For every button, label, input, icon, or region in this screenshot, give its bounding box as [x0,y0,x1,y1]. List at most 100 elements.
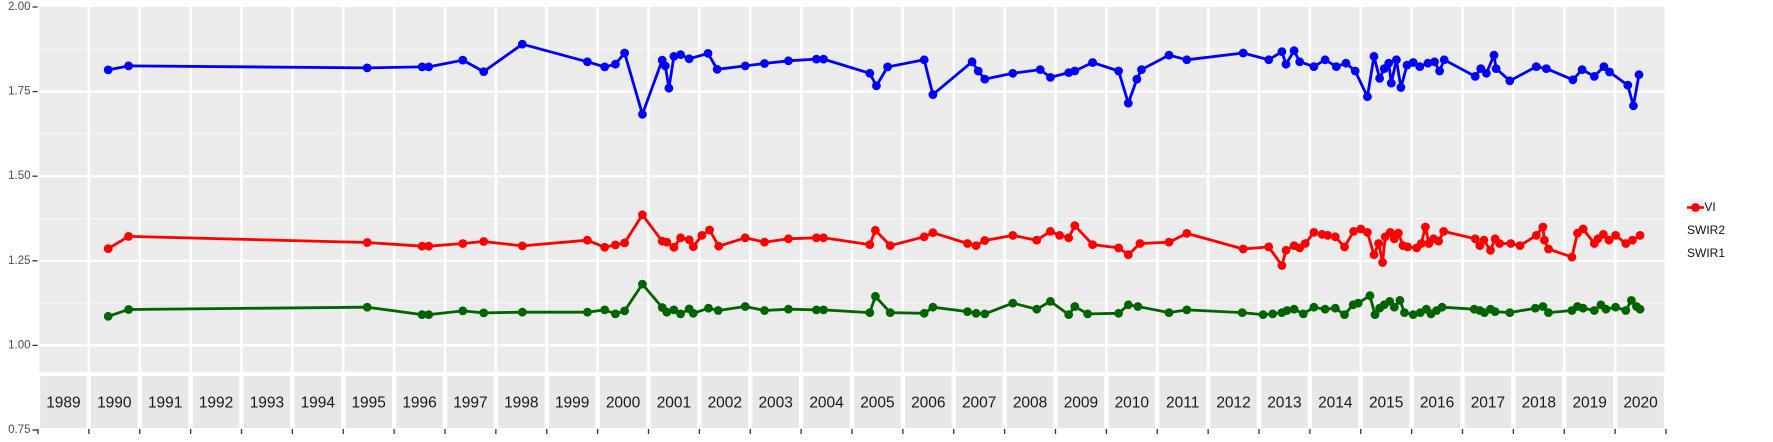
series-point-swir2 [1258,310,1268,319]
series-point-swir1 [1611,231,1620,240]
series-point-swir1 [1378,258,1387,267]
series-point-swir1 [1486,245,1495,255]
x-axis-label: 2017 [1471,395,1505,412]
series-point-swir1 [1439,227,1449,236]
legend-label-swir2: SWIR2 [1687,223,1726,237]
series-point-swir2 [1544,308,1553,317]
x-strip-box [243,376,291,428]
x-strip-box [803,376,850,428]
x-axis-label: 2007 [962,395,996,412]
series-point-ndvi [517,39,527,49]
series-point-swir1 [1479,235,1489,245]
x-axis-label: 2010 [1115,395,1150,412]
series-point-swir1 [1604,235,1614,245]
series-point-swir2 [1621,306,1631,315]
series-point-ndvi [1386,78,1396,88]
series-point-swir1 [760,237,769,247]
series-point-swir2 [1589,306,1599,315]
series-point-ndvi [1415,62,1425,71]
series-point-ndvi [980,74,990,84]
series-point-swir2 [1164,308,1174,317]
series-point-swir1 [1363,228,1372,237]
series-point-ndvi [1281,59,1291,69]
series-point-ndvi [1505,76,1515,86]
x-axis-label: 2014 [1318,395,1353,412]
series-point-swir2 [1505,308,1515,317]
series-point-ndvi [883,62,892,72]
series-point-ndvi [1164,50,1174,60]
series-point-swir1 [919,232,929,242]
series-point-ndvi [1423,58,1433,68]
series-point-ndvi [1623,80,1633,90]
series-point-ndvi [1289,46,1299,56]
series-point-swir1 [1599,230,1608,239]
series-point-swir1 [1578,224,1588,234]
y-axis-label: 1.00 [8,339,30,351]
series-point-swir2 [417,310,427,319]
series-point-swir2 [871,291,880,301]
x-strip-box [955,376,1003,428]
x-strip-box [91,376,138,428]
series-point-ndvi [1568,75,1578,85]
series-point-ndvi [1238,48,1248,58]
series-point-swir1 [1506,239,1516,248]
series-point-swir2 [669,305,679,315]
series-point-swir1 [1403,242,1412,252]
series-point-ndvi [1435,66,1444,76]
series-point-ndvi [1350,66,1360,76]
series-point-swir1 [1281,245,1291,255]
series-point-swir1 [1349,227,1358,236]
series-point-swir1 [1340,242,1349,252]
series-point-swir1 [1323,231,1333,240]
series-point-swir2 [1490,307,1500,316]
x-axis-label: 1998 [504,395,538,412]
series-point-ndvi [1182,55,1192,65]
series-point-swir2 [819,305,828,315]
series-point-swir1 [458,239,468,248]
legend-item-swir1: SWIR1 [1687,199,1725,262]
series-point-swir2 [760,306,769,315]
series-point-ndvi [1331,62,1341,71]
series-point-ndvi [1430,57,1439,67]
series-point-swir1 [1182,229,1192,238]
x-strip-box [1108,376,1156,428]
series-point-ndvi [1309,62,1319,71]
series-point-ndvi [1132,74,1142,84]
series-point-swir1 [1434,236,1443,246]
series-point-swir1 [865,240,875,250]
series-point-ndvi [872,81,881,91]
x-strip-box [548,376,596,428]
series-point-swir2 [1400,308,1409,317]
series-point-ndvi [1599,62,1609,71]
series-point-ndvi [660,61,670,71]
series-point-ndvi [1384,58,1394,68]
series-line-ndvi [106,42,1641,116]
series-point-ndvi [1375,74,1384,83]
series-point-ndvi [638,109,647,119]
x-axis-label: 2015 [1369,395,1403,412]
series-point-ndvi [458,55,468,65]
x-axis-label: 1997 [453,395,487,412]
x-strip-box [447,376,494,428]
x-axis-label: 2003 [758,395,792,412]
series-point-swir1 [714,241,724,251]
series-point-ndvi [1123,98,1133,108]
series-point-swir2 [1340,310,1349,319]
series-point-swir1 [1046,227,1055,236]
series-point-swir1 [819,233,828,243]
series-point-ndvi [928,90,938,99]
series-point-swir2 [638,279,647,289]
series-point-swir1 [1309,228,1319,237]
x-axis-label: 2008 [1013,395,1047,412]
series-point-ndvi [1542,64,1551,73]
series-point-swir1 [1421,222,1430,232]
series-point-swir2 [1064,310,1074,319]
legend: NDVI SWIR2 SWIR1 [1687,199,1725,262]
series-point-swir1 [417,241,427,251]
series-point-swir2 [517,307,527,317]
series-point-swir2 [1182,305,1192,315]
series-point-swir2 [963,307,972,316]
series-point-swir1 [928,228,938,238]
series-point-swir2 [676,309,685,319]
